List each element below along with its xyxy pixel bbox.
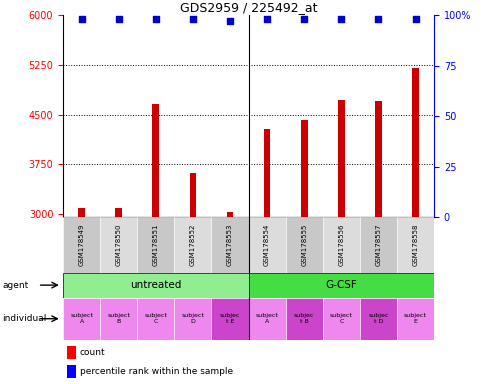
Bar (211, 298, 248, 340)
Bar (374, 101, 381, 384)
Text: subject
C: subject C (144, 313, 167, 324)
Text: G-CSF: G-CSF (325, 280, 356, 290)
Bar (67, 365, 76, 378)
Bar (63, 273, 248, 298)
Bar (115, 208, 122, 384)
Bar (137, 298, 174, 340)
Point (226, 18, 233, 25)
Bar (211, 217, 248, 273)
Bar (411, 68, 418, 384)
Bar (100, 298, 137, 340)
Point (151, 17, 159, 23)
Text: individual: individual (2, 314, 46, 323)
Bar (359, 298, 396, 340)
Bar (174, 298, 211, 340)
Text: GSM178553: GSM178553 (227, 223, 232, 266)
Bar (359, 217, 396, 273)
Bar (137, 217, 174, 273)
Point (374, 17, 381, 23)
Bar (285, 217, 322, 273)
Bar (67, 346, 76, 359)
Bar (78, 209, 85, 384)
Bar (248, 217, 285, 273)
Bar (248, 273, 433, 298)
Text: GSM178552: GSM178552 (190, 223, 196, 266)
Text: subjec
t B: subjec t B (293, 313, 314, 324)
Text: subject
E: subject E (403, 313, 426, 324)
Text: GSM178558: GSM178558 (412, 223, 418, 266)
Bar (174, 217, 211, 273)
Bar (322, 217, 359, 273)
Bar (396, 298, 433, 340)
Point (77, 17, 85, 23)
Point (337, 17, 345, 23)
Text: subject
B: subject B (107, 313, 130, 324)
Bar (396, 217, 433, 273)
Point (300, 17, 307, 23)
Text: subjec
t D: subjec t D (367, 313, 388, 324)
Text: subject
D: subject D (181, 313, 204, 324)
Bar (248, 298, 285, 340)
Bar (189, 173, 196, 384)
Text: GSM178554: GSM178554 (264, 223, 270, 266)
Bar (226, 212, 233, 384)
Bar (337, 100, 344, 384)
Text: subjec
t E: subjec t E (219, 313, 240, 324)
Bar (322, 298, 359, 340)
Text: agent: agent (2, 281, 29, 290)
Text: GSM178556: GSM178556 (338, 223, 344, 266)
Point (411, 17, 419, 23)
Text: untreated: untreated (130, 280, 181, 290)
Text: GSM178550: GSM178550 (116, 223, 121, 266)
Bar (300, 120, 307, 384)
Text: GSM178555: GSM178555 (301, 223, 306, 266)
Text: GSM178549: GSM178549 (78, 223, 84, 266)
Text: count: count (79, 348, 105, 357)
Bar (263, 129, 270, 384)
Bar (100, 217, 137, 273)
Text: subject
C: subject C (329, 313, 352, 324)
Point (189, 17, 197, 23)
Bar (63, 217, 100, 273)
Title: GDS2959 / 225492_at: GDS2959 / 225492_at (180, 1, 317, 14)
Bar (63, 298, 100, 340)
Bar (285, 298, 322, 340)
Text: GSM178557: GSM178557 (375, 223, 380, 266)
Point (115, 17, 122, 23)
Text: subject
A: subject A (255, 313, 278, 324)
Text: GSM178551: GSM178551 (152, 223, 158, 266)
Text: subject
A: subject A (70, 313, 93, 324)
Point (263, 17, 271, 23)
Bar (152, 104, 159, 384)
Text: percentile rank within the sample: percentile rank within the sample (79, 367, 232, 376)
